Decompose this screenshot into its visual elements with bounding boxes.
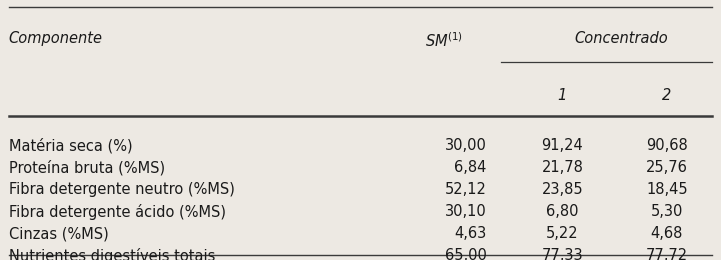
Text: Matéria seca (%): Matéria seca (%) — [9, 138, 132, 153]
Text: Fibra detergente neutro (%MS): Fibra detergente neutro (%MS) — [9, 182, 234, 197]
Text: 6,80: 6,80 — [546, 204, 579, 219]
Text: SM$^{(1)}$: SM$^{(1)}$ — [425, 31, 462, 50]
Text: Concentrado: Concentrado — [574, 31, 668, 46]
Text: 30,00: 30,00 — [445, 138, 487, 153]
Text: 4,63: 4,63 — [454, 226, 487, 241]
Text: 5,30: 5,30 — [651, 204, 683, 219]
Text: Proteína bruta (%MS): Proteína bruta (%MS) — [9, 160, 165, 176]
Text: 2: 2 — [663, 88, 671, 103]
Text: Nutrientes digestíveis totais: Nutrientes digestíveis totais — [9, 248, 215, 260]
Text: 52,12: 52,12 — [445, 182, 487, 197]
Text: 5,22: 5,22 — [546, 226, 579, 241]
Text: 4,68: 4,68 — [651, 226, 683, 241]
Text: Cinzas (%MS): Cinzas (%MS) — [9, 226, 108, 241]
Text: 65,00: 65,00 — [445, 248, 487, 260]
Text: 6,84: 6,84 — [454, 160, 487, 175]
Text: 18,45: 18,45 — [646, 182, 688, 197]
Text: Fibra detergente ácido (%MS): Fibra detergente ácido (%MS) — [9, 204, 226, 220]
Text: 30,10: 30,10 — [445, 204, 487, 219]
Text: 90,68: 90,68 — [646, 138, 688, 153]
Text: 23,85: 23,85 — [541, 182, 583, 197]
Text: 77,33: 77,33 — [541, 248, 583, 260]
Text: 77,72: 77,72 — [646, 248, 688, 260]
Text: 25,76: 25,76 — [646, 160, 688, 175]
Text: 21,78: 21,78 — [541, 160, 583, 175]
Text: 91,24: 91,24 — [541, 138, 583, 153]
Text: 1: 1 — [558, 88, 567, 103]
Text: Componente: Componente — [9, 31, 102, 46]
